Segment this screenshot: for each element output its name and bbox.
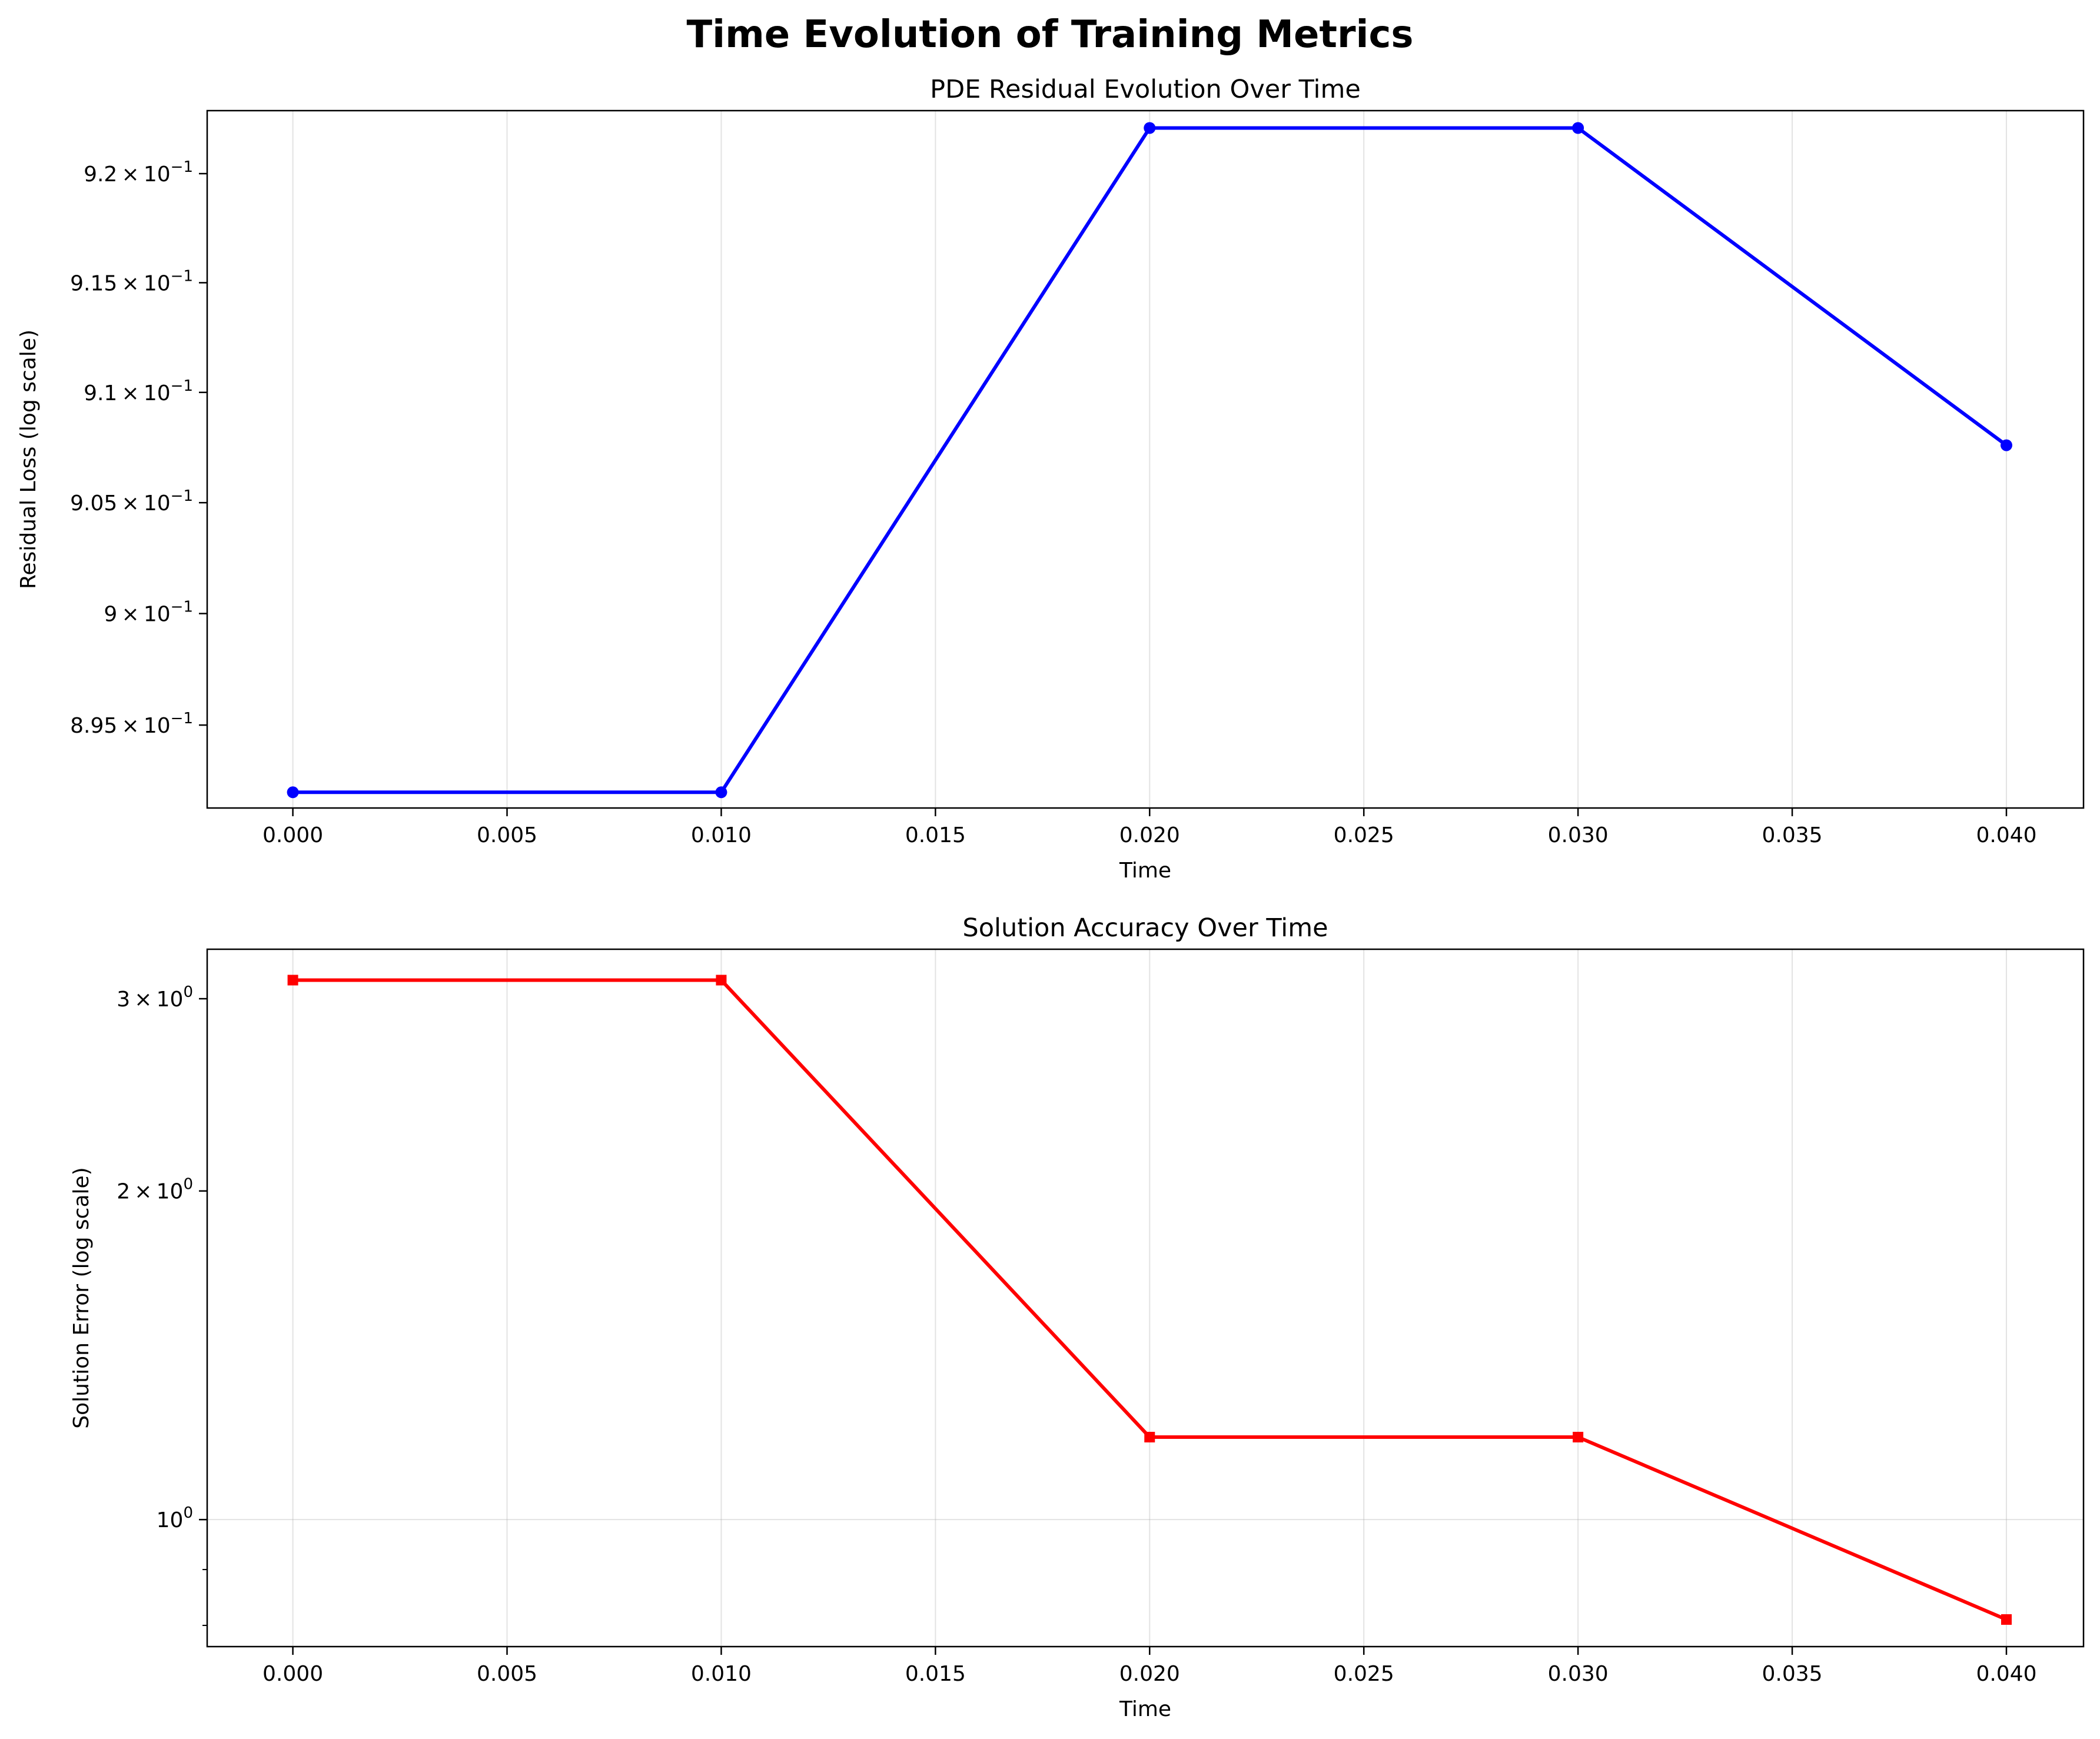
panel-solution-accuracy: 0.000 0.005 0.010 0.015 0.020 0.025 0.030 0.035… <box>69 913 2085 1721</box>
x-tick-label: 0.000 <box>262 1662 323 1686</box>
x-tick-label: 0.030 <box>1548 1662 1609 1686</box>
y-tick-label: 9.1 × 10−1 <box>84 377 193 405</box>
x-tick-label: 0.015 <box>905 823 966 847</box>
y-axis-label: Solution Error (log scale) <box>69 1167 94 1428</box>
y-tick-label: 9.2 × 10−1 <box>84 158 193 187</box>
x-tick-label: 0.020 <box>1119 823 1180 847</box>
x-tick-label: 0.010 <box>691 1662 752 1686</box>
y-tick-label: 9.05 × 10−1 <box>70 487 193 516</box>
x-tick-label: 0.035 <box>1762 823 1823 847</box>
x-tick-label: 0.030 <box>1548 823 1609 847</box>
plot-frame <box>206 948 2085 1648</box>
x-axis-label: Time <box>1119 1697 1171 1721</box>
data-point <box>1144 122 1156 134</box>
data-point <box>2000 439 2012 451</box>
x-tick-label: 0.025 <box>1334 1662 1394 1686</box>
y-tick-label: 3 × 100 <box>117 983 193 1012</box>
x-tick-label: 0.000 <box>262 823 323 847</box>
y-tick-label: 9 × 10−1 <box>104 598 193 627</box>
data-point <box>715 786 727 799</box>
data-point <box>1573 1432 1584 1443</box>
y-tick-label: 2 × 100 <box>117 1176 193 1204</box>
data-point <box>287 786 299 799</box>
x-axis-label: Time <box>1119 859 1171 883</box>
data-point <box>2001 1614 2012 1625</box>
panel-pde-residual: 0.000 0.005 0.010 0.015 0.020 0.025 0.030 0.035… <box>16 75 2085 883</box>
data-point <box>1144 1432 1155 1443</box>
y-tick-label: 9.15 × 10−1 <box>70 267 193 295</box>
figure-title: Time Evolution of Training Metrics <box>687 13 1414 56</box>
data-point <box>287 975 298 986</box>
x-tick-label: 0.035 <box>1762 1662 1823 1686</box>
x-tick-label: 0.020 <box>1119 1662 1180 1686</box>
y-axis-label: Residual Loss (log scale) <box>16 330 41 589</box>
plot-frame <box>206 109 2085 809</box>
subplot-title: Solution Accuracy Over Time <box>962 913 1328 943</box>
x-tick-label: 0.005 <box>477 823 537 847</box>
y-tick-label: 100 <box>157 1504 193 1532</box>
x-tick-label: 0.040 <box>1976 823 2036 847</box>
data-point <box>1572 122 1584 134</box>
subplot-title: PDE Residual Evolution Over Time <box>930 75 1361 104</box>
y-tick-label: 8.95 × 10−1 <box>70 710 193 738</box>
x-tick-label: 0.005 <box>477 1662 537 1686</box>
data-point <box>716 975 727 986</box>
x-tick-label: 0.010 <box>691 823 752 847</box>
x-tick-label: 0.025 <box>1334 823 1394 847</box>
x-tick-label: 0.040 <box>1976 1662 2036 1686</box>
x-tick-label: 0.015 <box>905 1662 966 1686</box>
